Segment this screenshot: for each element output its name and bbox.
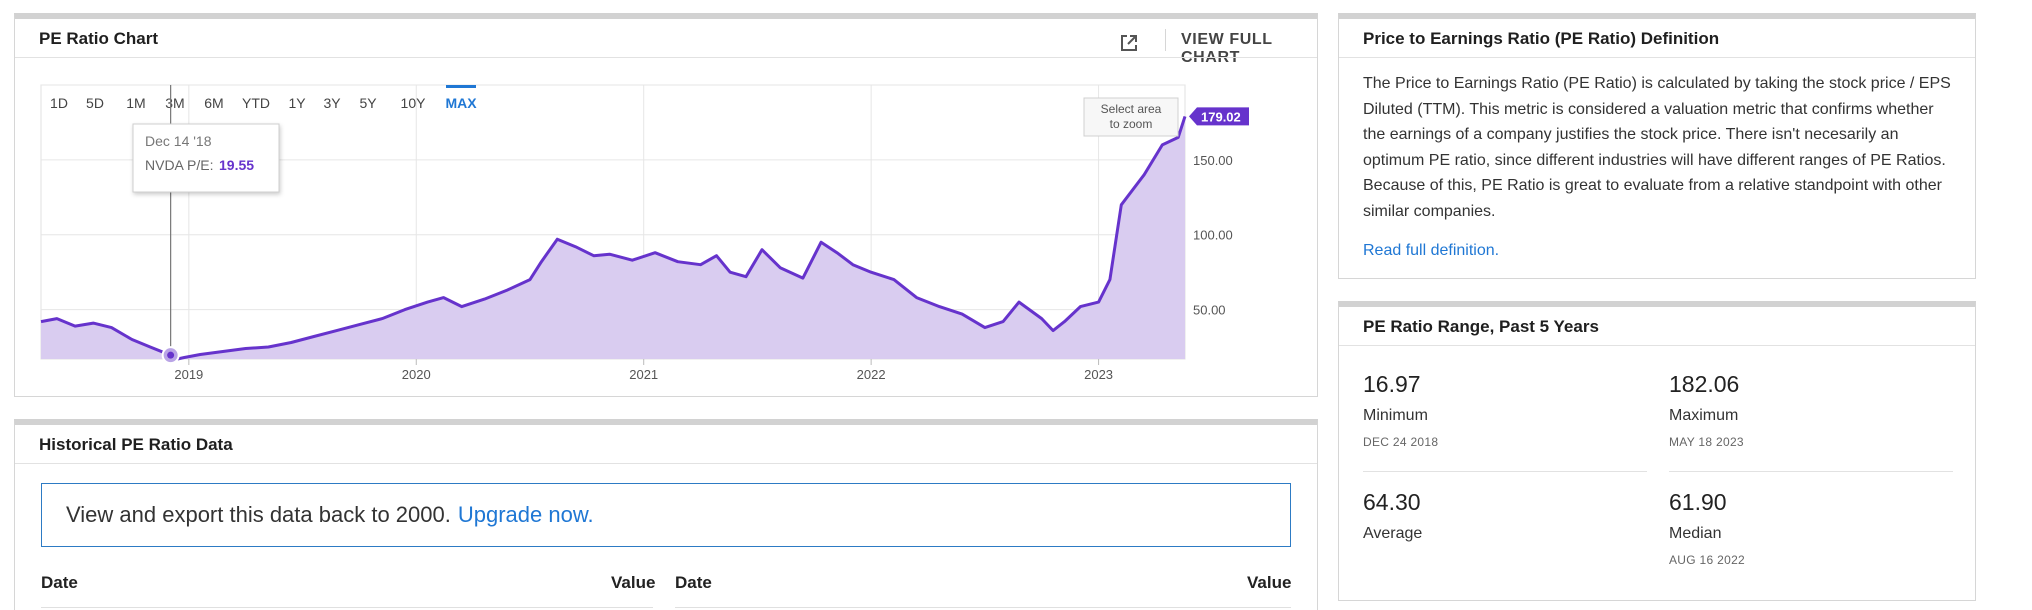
header-rule (15, 57, 1317, 58)
x-tick-label: 2019 (174, 367, 203, 382)
last-value-label: 179.02 (1201, 109, 1241, 124)
median-label: Median (1669, 525, 1722, 542)
pe-range-panel: PE Ratio Range, Past 5 Years 16.97 Minim… (1338, 301, 1976, 601)
pe-line (40, 115, 1187, 361)
x-tick-label: 2021 (629, 367, 658, 382)
upgrade-banner: View and export this data back to 2000. … (41, 483, 1291, 547)
header-rule (15, 463, 1317, 464)
average-value: 64.30 (1363, 489, 1421, 515)
stat-divider (1363, 471, 1647, 472)
minimum-date: DEC 24 2018 (1363, 435, 1439, 449)
tooltip-date: Dec 14 '18 (145, 133, 212, 149)
zoom-hint-line1: Select area (1101, 102, 1162, 116)
y-tick-label: 150.00 (1193, 153, 1233, 168)
pe-definition-panel: Price to Earnings Ratio (PE Ratio) Defin… (1338, 13, 1976, 279)
maximum-date: MAY 18 2023 (1669, 435, 1744, 449)
range-button-ytd[interactable]: YTD (242, 95, 270, 111)
last-value-flag: 179.02 (1189, 107, 1249, 126)
header-rule (1339, 345, 1975, 346)
median-value: 61.90 (1669, 489, 1727, 515)
active-range-indicator (446, 85, 476, 88)
tooltip-label: NVDA P/E: (145, 157, 213, 173)
stat-divider-2 (1669, 471, 1953, 472)
range-button-max[interactable]: MAX (445, 95, 477, 111)
maximum-value: 182.06 (1669, 371, 1740, 397)
pe-ratio-chart-panel: PE Ratio Chart VIEW FULL CHART 2019 2020 2… (14, 13, 1318, 397)
pe-ratio-chart[interactable]: 2019 2020 2021 2022 2023 50.00 100.00 150.00 1… (15, 19, 1317, 397)
y-tick-label: 50.00 (1193, 303, 1226, 318)
minimum-label: Minimum (1363, 407, 1428, 424)
range-panel-title: PE Ratio Range, Past 5 Years (1363, 317, 1599, 336)
range-button-1y[interactable]: 1Y (288, 95, 306, 111)
column-header-value[interactable]: Value (611, 573, 656, 592)
read-full-definition-link[interactable]: Read full definition. (1363, 242, 1500, 259)
range-button-10y[interactable]: 10Y (401, 95, 427, 111)
minimum-value: 16.97 (1363, 371, 1421, 397)
maximum-label: Maximum (1669, 407, 1739, 424)
chart-tooltip: Dec 14 '18 NVDA P/E: 19.55 (132, 123, 280, 193)
zoom-hint: Select area to zoom (1083, 97, 1179, 137)
historical-pe-ratio-panel: Historical PE Ratio Data View and export… (14, 419, 1318, 610)
average-label: Average (1363, 525, 1423, 542)
x-tick-label: 2023 (1084, 367, 1113, 382)
x-tick-label: 2020 (402, 367, 431, 382)
y-tick-label: 100.00 (1193, 228, 1233, 243)
hover-point-core (167, 351, 175, 359)
range-button-1m[interactable]: 1M (126, 95, 145, 111)
column-header-value-2[interactable]: Value (1247, 573, 1292, 592)
zoom-hint-line2: to zoom (1110, 117, 1153, 131)
definition-text: The Price to Earnings Ratio (PE Ratio) i… (1363, 75, 1951, 220)
x-axis-ticks: 2019 2020 2021 2022 2023 (174, 359, 1113, 382)
column-header-date-2[interactable]: Date (675, 573, 712, 592)
column-rule (41, 607, 653, 608)
range-button-5y[interactable]: 5Y (359, 95, 377, 111)
range-button-3m[interactable]: 3M (165, 95, 184, 111)
upgrade-now-link[interactable]: Upgrade now. (457, 502, 594, 527)
historical-panel-title: Historical PE Ratio Data (39, 435, 233, 454)
upgrade-text: View and export this data back to 2000. (66, 502, 451, 527)
range-button-1d[interactable]: 1D (50, 95, 68, 111)
column-rule-2 (675, 607, 1291, 608)
external-link-icon[interactable] (1119, 33, 1139, 53)
pe-area-fill (41, 116, 1185, 360)
x-tick-label: 2022 (857, 367, 886, 382)
range-button-5d[interactable]: 5D (86, 95, 104, 111)
definition-panel-title: Price to Earnings Ratio (PE Ratio) Defin… (1363, 29, 1720, 48)
range-button-6m[interactable]: 6M (204, 95, 223, 111)
y-axis-ticks: 50.00 100.00 150.00 (1193, 153, 1233, 318)
range-button-3y[interactable]: 3Y (323, 95, 341, 111)
median-date: AUG 16 2022 (1669, 553, 1746, 567)
tooltip-value: 19.55 (219, 157, 254, 173)
header-divider (1165, 29, 1166, 51)
range-selector: 1D 5D 1M 3M 6M YTD 1Y 3Y 5Y 10Y MAX (50, 85, 477, 111)
header-rule (1339, 57, 1975, 58)
chart-panel-title: PE Ratio Chart (39, 29, 159, 48)
column-header-date[interactable]: Date (41, 573, 78, 592)
